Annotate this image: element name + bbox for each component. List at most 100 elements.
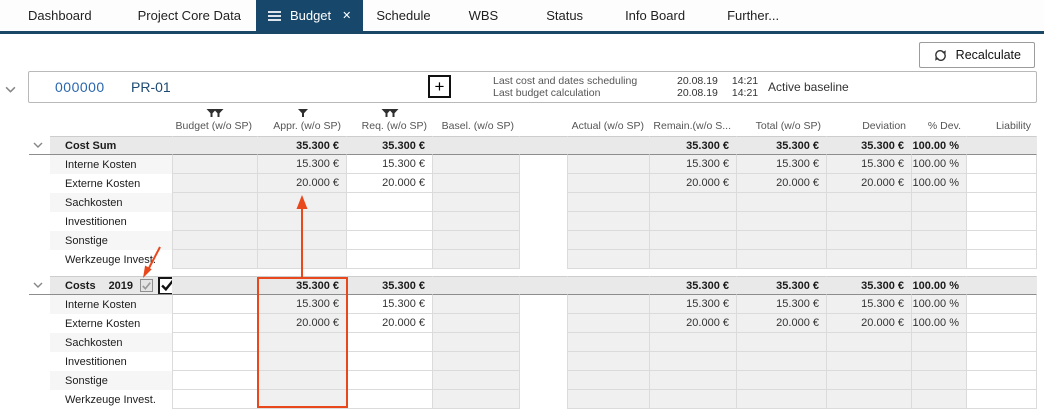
add-button[interactable]: +: [428, 75, 451, 98]
tab-status[interactable]: Status: [546, 0, 583, 31]
cell-total[interactable]: [737, 371, 827, 390]
cell-basel[interactable]: [433, 231, 520, 250]
cell-remain[interactable]: 15.300 €: [650, 155, 737, 174]
tab-further[interactable]: Further...: [727, 0, 779, 31]
group-expand-chevron[interactable]: [29, 276, 50, 295]
cell-deviation[interactable]: [827, 390, 912, 409]
cell-remain[interactable]: [650, 231, 737, 250]
cell-liability[interactable]: [967, 174, 1037, 193]
cell-req[interactable]: 20.000 €: [347, 174, 433, 193]
tab-budget[interactable]: Budget ✕: [255, 0, 364, 31]
cell-req[interactable]: [347, 390, 433, 409]
cell-total[interactable]: 15.300 €: [737, 295, 827, 314]
cell-req[interactable]: [347, 371, 433, 390]
cell-deviation[interactable]: [827, 231, 912, 250]
project-number[interactable]: 000000: [55, 79, 105, 95]
cell-basel[interactable]: [433, 155, 520, 174]
cell-budget[interactable]: [172, 174, 258, 193]
cell-liability[interactable]: [967, 390, 1037, 409]
recalculate-button[interactable]: Recalculate: [918, 42, 1035, 68]
cell-liability[interactable]: [967, 155, 1037, 174]
cell-actual[interactable]: [567, 314, 650, 333]
cell-appr[interactable]: [258, 371, 347, 390]
tab-project-core-data[interactable]: Project Core Data: [138, 0, 241, 31]
cell-basel[interactable]: [433, 212, 520, 231]
cell-remain[interactable]: [650, 352, 737, 371]
cell-remain[interactable]: [650, 212, 737, 231]
cell-basel[interactable]: [433, 371, 520, 390]
cell-pdev[interactable]: [912, 333, 967, 352]
cell-budget[interactable]: [172, 250, 258, 269]
cell-appr[interactable]: [258, 352, 347, 371]
cell-basel[interactable]: [433, 352, 520, 371]
cell-pdev[interactable]: 100.00 %: [912, 174, 967, 193]
cell-actual[interactable]: [567, 250, 650, 269]
cell-basel[interactable]: [433, 390, 520, 409]
tab-wbs[interactable]: WBS: [469, 0, 499, 31]
cell-pdev[interactable]: [912, 250, 967, 269]
cell-pdev[interactable]: [912, 231, 967, 250]
cell-liability[interactable]: [967, 352, 1037, 371]
cell-req[interactable]: 15.300 €: [347, 295, 433, 314]
cell-appr[interactable]: 20.000 €: [258, 314, 347, 333]
cell-budget[interactable]: [172, 155, 258, 174]
cell-deviation[interactable]: 20.000 €: [827, 174, 912, 193]
cell-deviation[interactable]: [827, 193, 912, 212]
cell-actual[interactable]: [567, 295, 650, 314]
cell-remain[interactable]: [650, 250, 737, 269]
cell-deviation[interactable]: 15.300 €: [827, 155, 912, 174]
cell-total[interactable]: 20.000 €: [737, 314, 827, 333]
column-header-basel[interactable]: Basel. (w/o SP): [433, 106, 520, 136]
filter-double-icon[interactable]: [381, 109, 399, 117]
menu-icon[interactable]: [267, 10, 281, 21]
cell-pdev[interactable]: [912, 371, 967, 390]
cell-actual[interactable]: [567, 371, 650, 390]
cell-actual[interactable]: [567, 174, 650, 193]
cell-appr[interactable]: 15.300 €: [258, 155, 347, 174]
cell-actual[interactable]: [567, 193, 650, 212]
cell-budget[interactable]: [172, 231, 258, 250]
cell-remain[interactable]: [650, 371, 737, 390]
column-header-budget[interactable]: Budget (w/o SP): [172, 106, 258, 136]
filter-icon[interactable]: [297, 109, 308, 117]
column-header-deviation[interactable]: Deviation: [827, 106, 912, 136]
cell-req[interactable]: 20.000 €: [347, 314, 433, 333]
column-header-total[interactable]: Total (w/o SP): [737, 106, 827, 136]
cell-total[interactable]: [737, 250, 827, 269]
project-expand-chevron[interactable]: [5, 80, 16, 98]
cell-req[interactable]: [347, 250, 433, 269]
cell-deviation[interactable]: [827, 250, 912, 269]
cell-liability[interactable]: [967, 231, 1037, 250]
cell-appr[interactable]: [258, 333, 347, 352]
cell-actual[interactable]: [567, 155, 650, 174]
year-select-checkbox[interactable]: [158, 277, 172, 294]
cell-liability[interactable]: [967, 314, 1037, 333]
cell-basel[interactable]: [433, 250, 520, 269]
column-header-appr[interactable]: Appr. (w/o SP): [258, 106, 347, 136]
cell-liability[interactable]: [967, 193, 1037, 212]
cell-actual[interactable]: [567, 333, 650, 352]
cell-budget[interactable]: [172, 390, 258, 409]
column-header-req[interactable]: Req. (w/o SP): [347, 106, 433, 136]
cell-basel[interactable]: [433, 314, 520, 333]
cell-total[interactable]: [737, 231, 827, 250]
cell-appr[interactable]: [258, 212, 347, 231]
tab-info-board[interactable]: Info Board: [625, 0, 685, 31]
cell-liability[interactable]: [967, 333, 1037, 352]
cell-budget[interactable]: [172, 295, 258, 314]
tab-schedule[interactable]: Schedule: [376, 0, 430, 31]
cell-budget[interactable]: [172, 333, 258, 352]
cell-total[interactable]: [737, 352, 827, 371]
cell-appr[interactable]: [258, 250, 347, 269]
cell-deviation[interactable]: 15.300 €: [827, 295, 912, 314]
year-baseline-checkbox[interactable]: [140, 279, 154, 292]
cell-deviation[interactable]: [827, 333, 912, 352]
cell-remain[interactable]: [650, 390, 737, 409]
cell-pdev[interactable]: [912, 193, 967, 212]
cell-appr[interactable]: [258, 390, 347, 409]
cell-appr[interactable]: [258, 193, 347, 212]
cell-basel[interactable]: [433, 174, 520, 193]
cell-budget[interactable]: [172, 352, 258, 371]
cell-appr[interactable]: 20.000 €: [258, 174, 347, 193]
cell-remain[interactable]: 20.000 €: [650, 314, 737, 333]
